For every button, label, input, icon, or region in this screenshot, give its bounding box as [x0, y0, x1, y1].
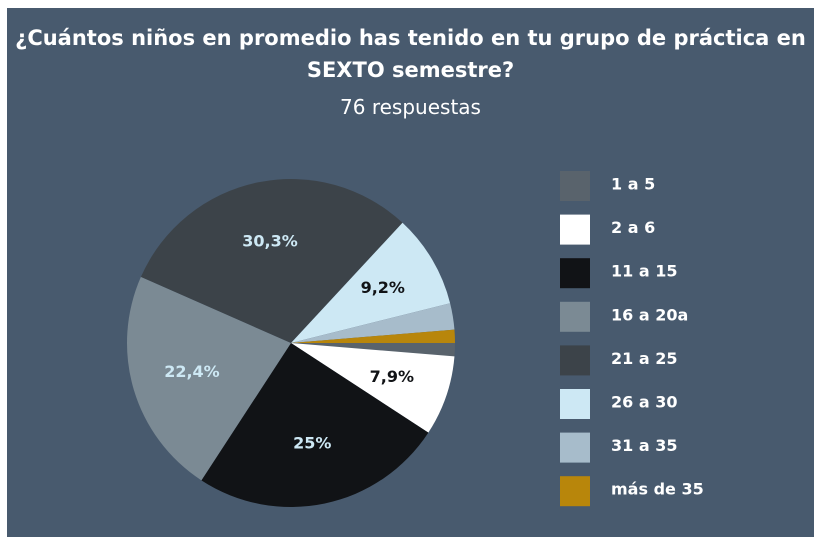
legend-label: 26 a 30 [611, 393, 677, 412]
slice-label: 7,9% [370, 367, 414, 386]
slice-label: 30,3% [242, 231, 298, 250]
pie-slice [291, 343, 455, 357]
legend-swatch [560, 301, 590, 332]
legend-label: 1 a 5 [611, 175, 655, 194]
legend-swatch [560, 171, 590, 201]
slice-label: 22,4% [164, 362, 220, 381]
pie-slice [291, 303, 455, 343]
slice-label: 9,2% [361, 278, 405, 297]
slice-label: 25% [293, 434, 331, 453]
legend-label: 21 a 25 [611, 349, 677, 368]
chart-subtitle: 76 respuestas [340, 95, 481, 119]
legend-swatch [560, 389, 590, 419]
legend-swatch [560, 258, 590, 289]
pie-slice [291, 222, 451, 343]
legend-label: 11 a 15 [611, 262, 677, 281]
title-box: ¿Cuántos niños en promedio has tenido en… [0, 22, 821, 86]
pie-slice [291, 343, 455, 433]
pie-slice [201, 343, 429, 507]
legend-label: 16 a 20a [611, 305, 688, 324]
pie-slice [126, 276, 291, 481]
pie-slice [291, 329, 455, 343]
legend-label: 2 a 6 [611, 218, 655, 237]
legend-swatch [560, 345, 590, 376]
legend-swatch [560, 432, 590, 463]
legend-swatch [560, 214, 590, 245]
legend-label: 31 a 35 [611, 436, 677, 455]
pie-slice [140, 179, 403, 343]
legend-swatch [560, 476, 590, 507]
chart-title: ¿Cuántos niños en promedio has tenido en… [15, 26, 806, 82]
legend-label: más de 35 [611, 480, 704, 499]
